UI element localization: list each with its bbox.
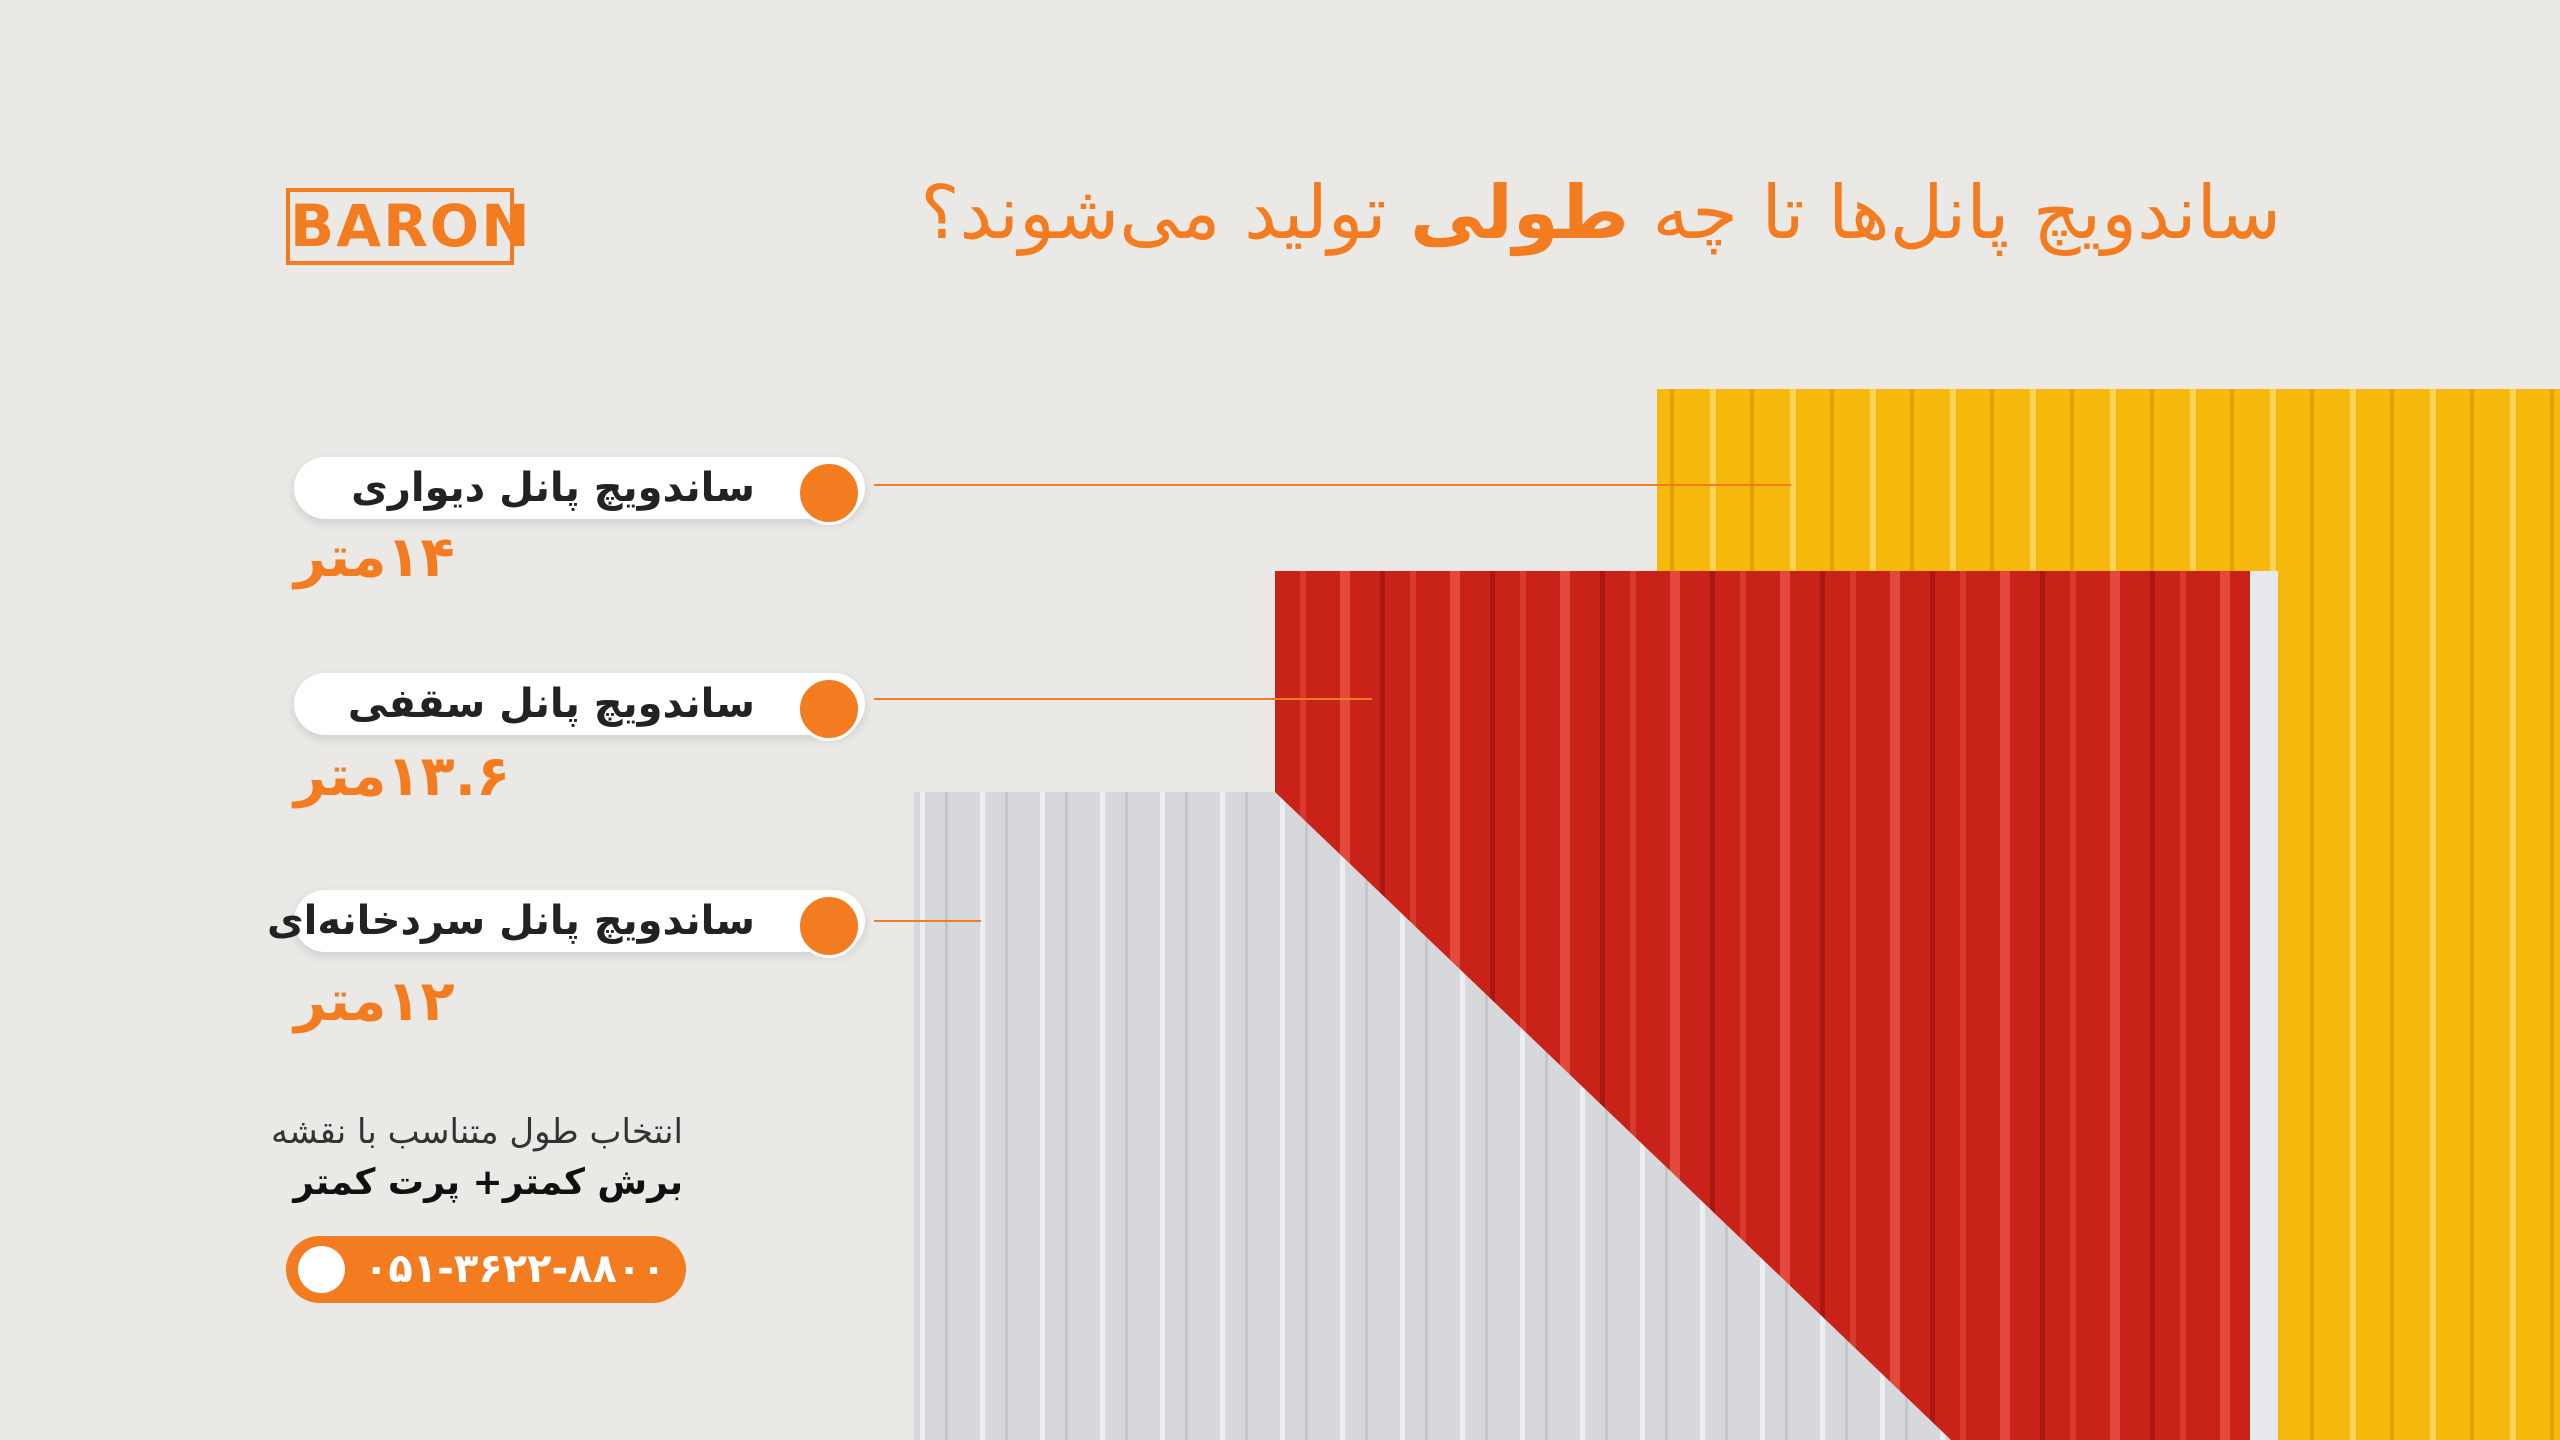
item-icon xyxy=(797,461,861,525)
footer-note: انتخاب طول متناسب با نقشه xyxy=(270,1112,683,1152)
item-length: ۱۲متر xyxy=(294,969,455,1034)
footer-slogan: برش کمتر+ پرت کمتر xyxy=(293,1162,683,1203)
red-panel-edge xyxy=(2250,571,2278,1440)
item-label: ساندویچ پانل سقفی xyxy=(347,681,755,727)
title: ساندویچ پانل‌ها تا چه طولی تولید می‌شوند… xyxy=(920,170,2281,256)
item-pill: ساندویچ پانل دیواری xyxy=(294,457,865,519)
connector xyxy=(874,698,1372,700)
gray-panel xyxy=(914,792,1951,1440)
item-label: ساندویچ پانل سردخانه‌ای xyxy=(266,898,755,944)
connector xyxy=(874,484,1791,486)
item-length: ۱۳.۶متر xyxy=(294,744,511,809)
item-icon xyxy=(797,894,861,958)
item-length: ۱۴متر xyxy=(294,525,455,590)
phone-button[interactable]: ۰۵۱-۳۶۲۲-۸۸۰۰ xyxy=(286,1236,686,1303)
phone-number: ۰۵۱-۳۶۲۲-۸۸۰۰ xyxy=(364,1246,666,1292)
item-icon xyxy=(797,677,861,741)
logo: BARON xyxy=(286,188,530,265)
phone-icon xyxy=(298,1246,345,1293)
connector xyxy=(874,920,981,922)
item-pill: ساندویچ پانل سقفی xyxy=(294,673,865,735)
item-pill: ساندویچ پانل سردخانه‌ای xyxy=(267,890,865,952)
item-label: ساندویچ پانل دیواری xyxy=(351,465,755,511)
